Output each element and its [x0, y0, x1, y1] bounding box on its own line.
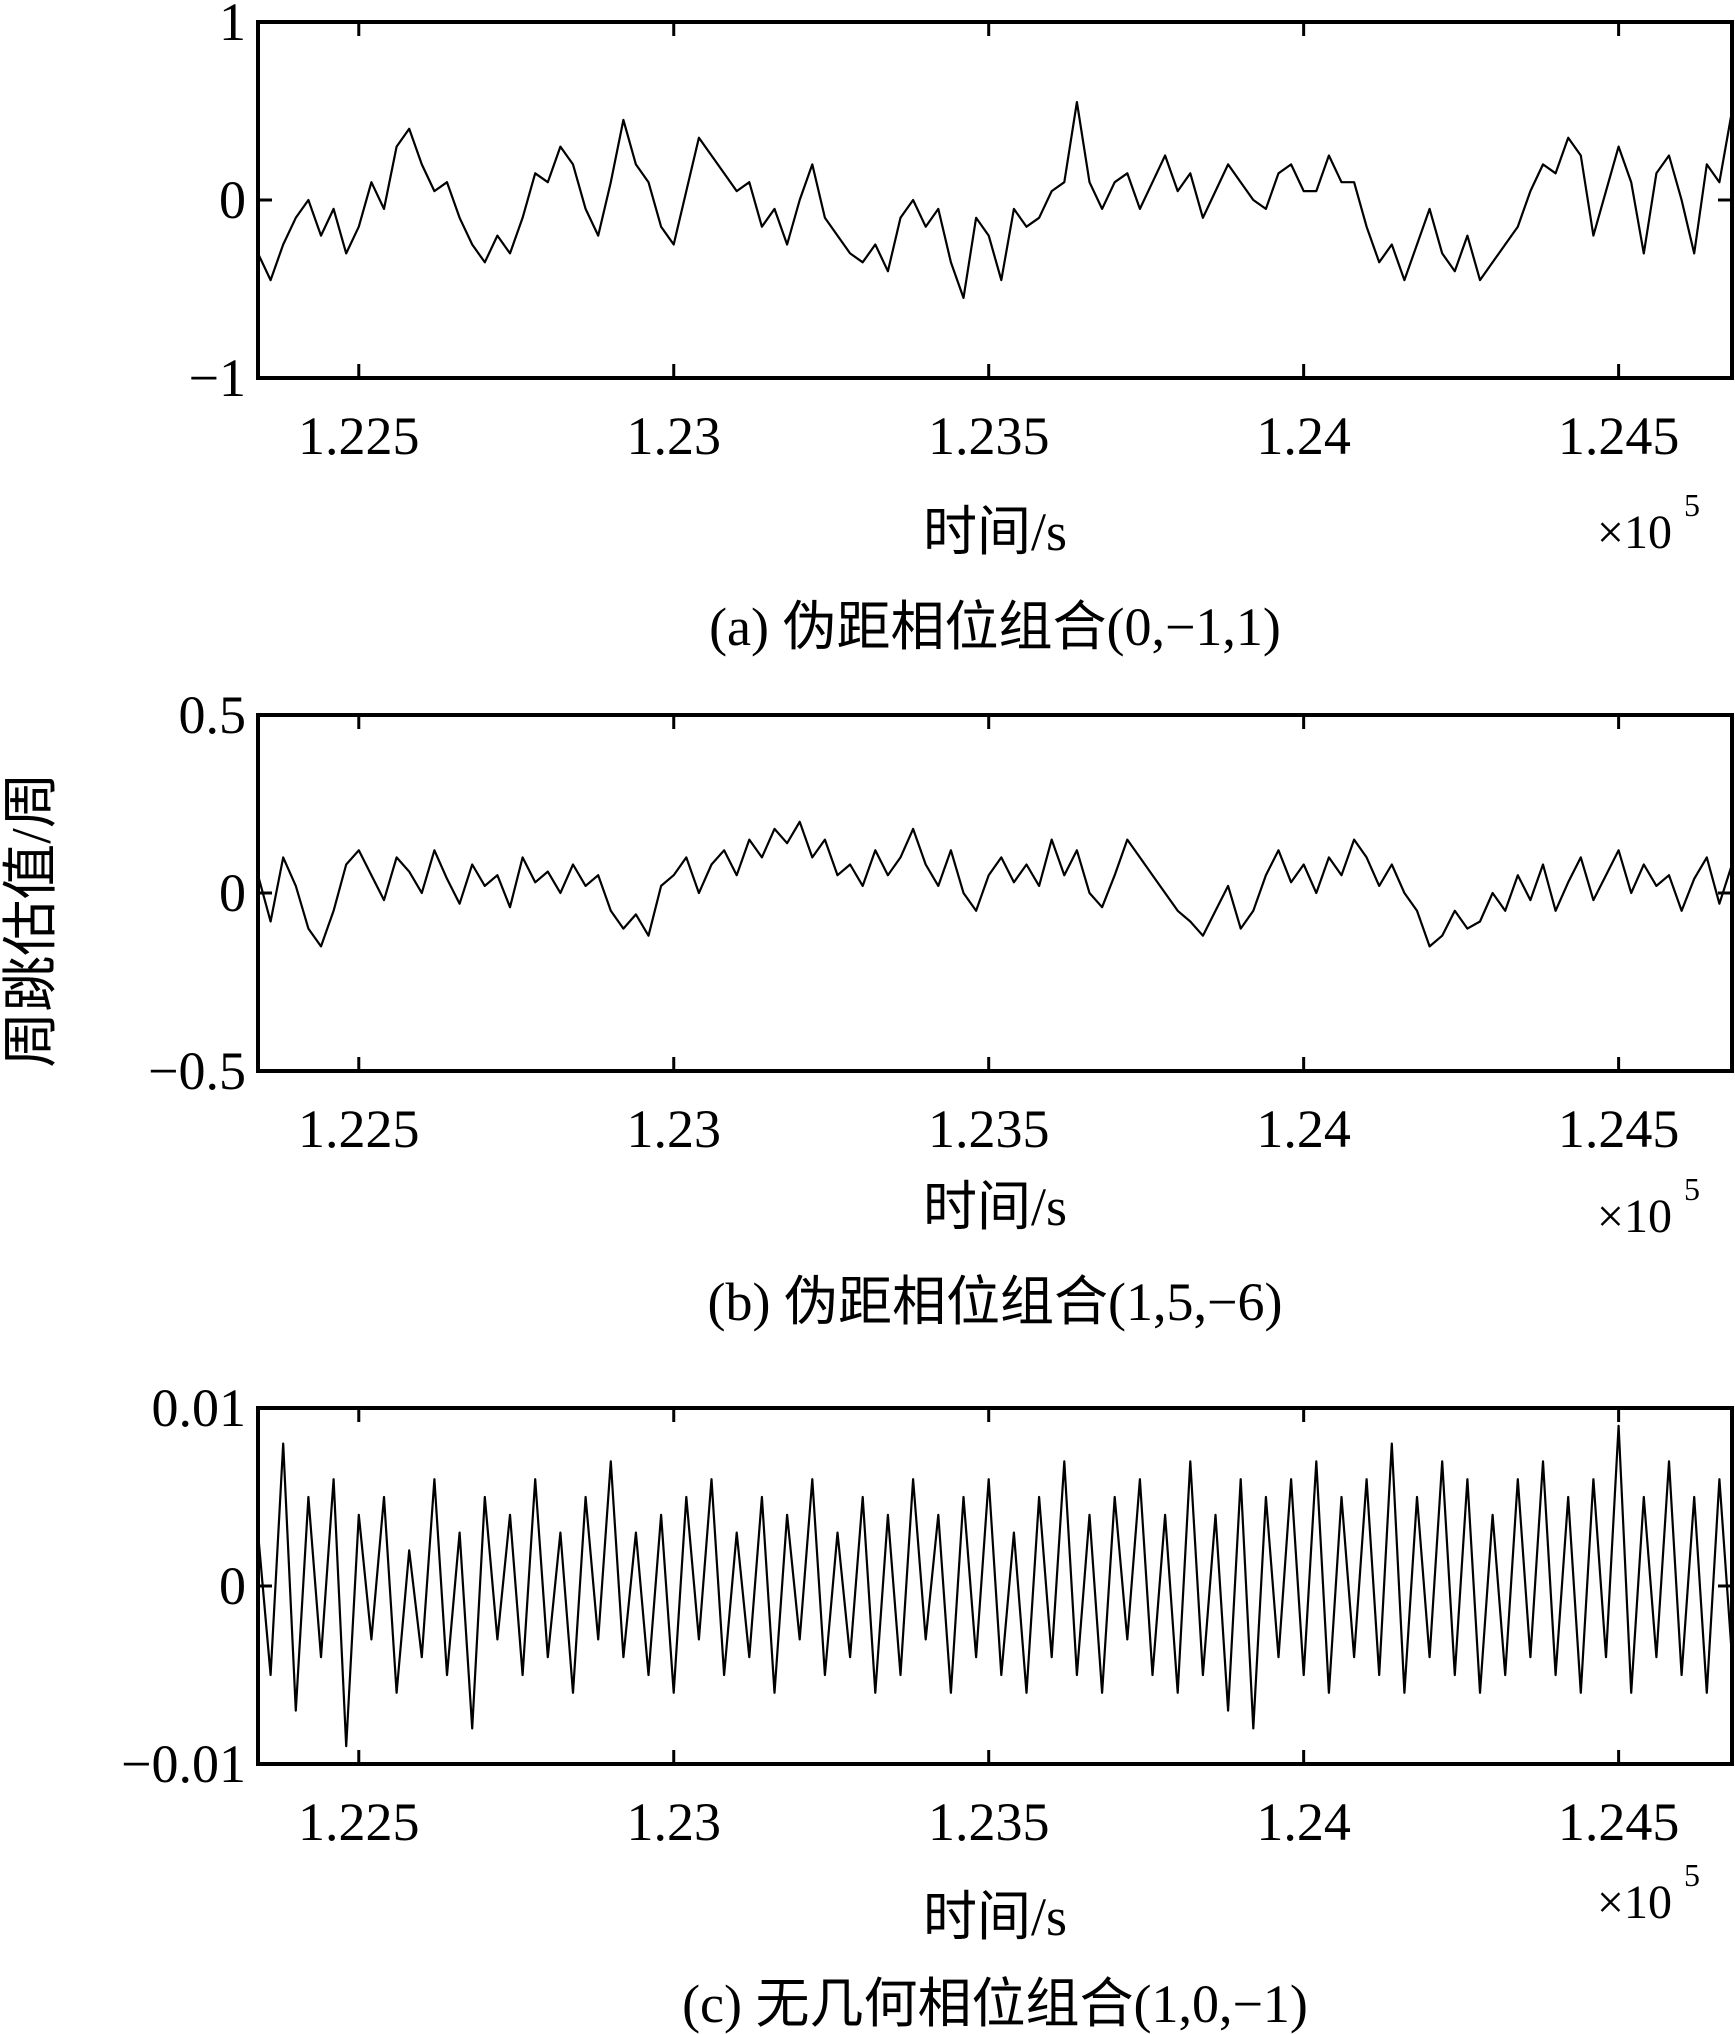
panel-c-xlabel: 时间/s: [923, 1887, 1067, 1947]
x-tick-label: 1.245: [1558, 406, 1680, 466]
panel-a-caption: (a) 伪距相位组合(0,−1,1): [709, 597, 1281, 657]
panel-a-xlabel: 时间/s: [923, 502, 1067, 562]
x-tick-label: 1.23: [626, 406, 721, 466]
panel-b-series-line-0: [256, 820, 1734, 948]
panel-a-x-multiplier-exp: 5: [1684, 487, 1700, 523]
panel-c-series-line-0: [256, 1424, 1734, 1748]
y-tick-label: −0.01: [121, 1734, 246, 1794]
panel-b-xlabel: 时间/s: [923, 1177, 1067, 1237]
y-tick-label: 0: [219, 170, 246, 230]
x-tick-label: 1.245: [1558, 1792, 1680, 1852]
panel-b-caption: (b) 伪距相位组合(1,5,−6): [708, 1272, 1283, 1332]
x-tick-label: 1.23: [626, 1099, 721, 1159]
x-tick-label: 1.24: [1256, 1099, 1351, 1159]
panel-b-x-multiplier: ×10 5: [1597, 1171, 1700, 1243]
figure-ylabel: 周跳估值/周: [1, 772, 63, 1068]
x-tick-label: 1.235: [928, 1792, 1050, 1852]
y-tick-label: 1: [219, 0, 246, 52]
panel-a: 1.225 1.23 1.235 1.24 1.245 −101 时间/s ×10 5 …: [189, 0, 1734, 657]
panel-c-y-ticks: −0.01 0 0.01: [121, 1378, 1732, 1794]
panel-b-x-multiplier-exp: 5: [1684, 1171, 1700, 1207]
panel-b: 1.225 1.23 1.235 1.24 1.245 −0.5 0 0.5 时间/s ×1…: [148, 685, 1734, 1332]
y-tick-label: 0.5: [179, 685, 247, 745]
y-tick-label: 0: [219, 863, 246, 923]
x-tick-label: 1.235: [928, 406, 1050, 466]
panel-c-x-multiplier-exp: 5: [1684, 1857, 1700, 1893]
panel-c-x-multiplier: ×10 5: [1597, 1857, 1700, 1929]
panel-a-x-multiplier: ×10 5: [1597, 487, 1700, 559]
x-tick-label: 1.225: [298, 1792, 420, 1852]
panel-b-x-ticks: 1.225 1.23 1.235 1.24 1.245: [298, 715, 1679, 1159]
panel-b-trace: [256, 820, 1734, 948]
panel-c-trace: [256, 1424, 1734, 1748]
panel-a-trace: [257, 100, 1734, 299]
x-tick-label: 1.24: [1256, 406, 1351, 466]
y-tick-label: 0: [219, 1556, 246, 1616]
panel-a-series-line-0: [257, 100, 1734, 299]
x-tick-label: 1.245: [1558, 1099, 1680, 1159]
panel-a-x-multiplier-base: ×10: [1597, 506, 1672, 559]
panel-c-caption: (c) 无几何相位组合(1,0,−1): [682, 1974, 1308, 2034]
panel-a-y-ticks: −1 0 1: [189, 0, 1732, 408]
y-tick-label: −0.5: [148, 1041, 246, 1101]
panel-b-y-ticks: −0.5 0 0.5: [148, 685, 1732, 1101]
x-tick-label: 1.225: [298, 1099, 420, 1159]
x-tick-label: 1.24: [1256, 1792, 1351, 1852]
panel-b-x-multiplier-base: ×10: [1597, 1190, 1672, 1243]
y-tick-label: 0.01: [152, 1378, 247, 1438]
x-tick-label: 1.235: [928, 1099, 1050, 1159]
panel-a-x-ticks: 1.225 1.23 1.235 1.24 1.245: [298, 22, 1679, 466]
panel-c-x-multiplier-base: ×10: [1597, 1876, 1672, 1929]
panel-c-x-ticks: 1.225 1.23 1.235 1.24 1.245: [298, 1408, 1679, 1852]
x-tick-label: 1.225: [298, 406, 420, 466]
x-tick-label: 1.23: [626, 1792, 721, 1852]
y-tick-label: −1: [189, 348, 246, 408]
